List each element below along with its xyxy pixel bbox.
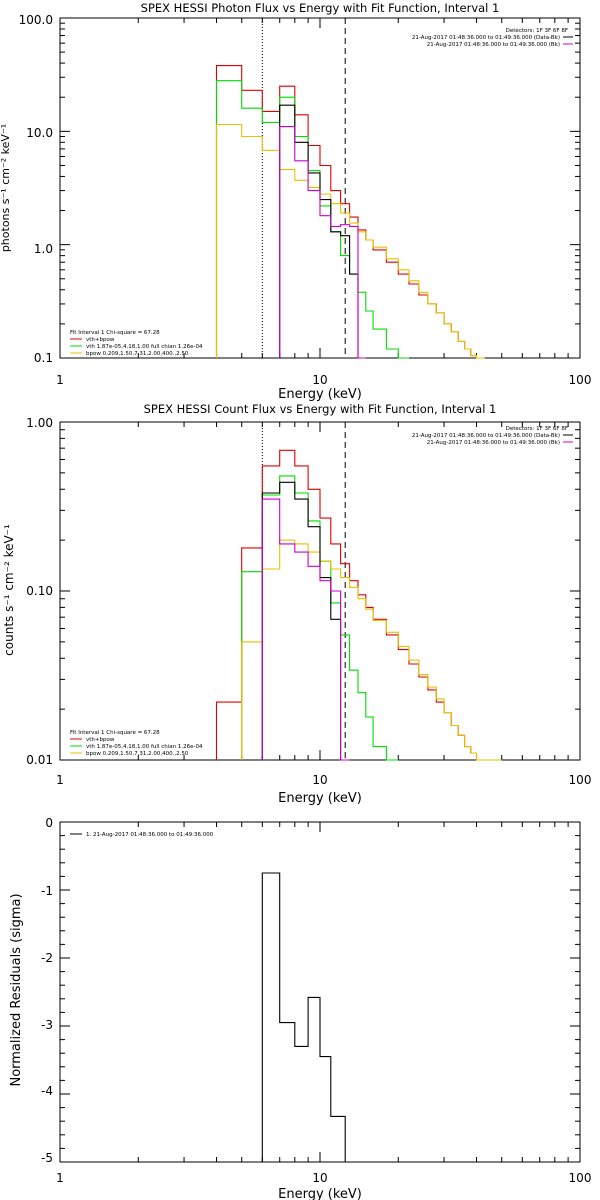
count-flux-ytick-label: 1.00 xyxy=(26,416,53,430)
count-flux-data-legend-text: 21-Aug-2017 01:48:36.000 to 01:49:36.000… xyxy=(412,433,560,439)
residuals-ytick-label: -5 xyxy=(41,1151,53,1165)
residuals-ytick-label: -1 xyxy=(41,884,53,898)
photon-flux-ytick-label: 10.0 xyxy=(26,126,53,140)
photon-flux-ytick-label: 1.0 xyxy=(34,242,53,256)
count-flux-bpow-series xyxy=(241,539,502,761)
residuals-panel: Normalized Residuals (sigma) Energy (keV… xyxy=(9,816,591,1200)
photon-flux-vth-legend-text: vth 1.87e-05,4.18,1.00 full chian 1.26e-… xyxy=(86,344,203,350)
photon-flux-title: SPEX HESSI Photon Flux vs Energy with Fi… xyxy=(141,1,500,15)
residuals-xtick-label: 1 xyxy=(56,1171,64,1185)
photon-flux-detectors-text: Detectors: 1F 3F 6F 8F xyxy=(506,28,568,34)
residuals-xtick-labels: 1 10 100 xyxy=(56,1171,591,1185)
photon-flux-xtick-label: 100 xyxy=(569,373,592,387)
residuals-axes-frame xyxy=(59,821,581,1163)
photon-flux-component-series xyxy=(279,126,366,359)
photon-flux-data-legend-text: 21-Aug-2017 01:48:36.000 to 01:49:36.000… xyxy=(412,35,560,41)
count-flux-component-series xyxy=(261,498,350,761)
photon-flux-ytick-label: 0.1 xyxy=(34,351,53,365)
count-flux-total-series xyxy=(215,449,485,761)
residuals-ytick-labels: -5 -4 -3 -2 -1 0 xyxy=(41,816,53,1165)
count-flux-xtick-label: 10 xyxy=(312,773,327,787)
residuals-residuals-series xyxy=(261,872,346,1162)
count-flux-ylabel: counts s⁻¹ cm⁻² keV⁻¹ xyxy=(2,524,16,656)
residuals-ytick-label: -2 xyxy=(41,951,53,965)
photon-flux-bk-legend-text: 21-Aug-2017 01:48:36.000 to 01:49:36.000… xyxy=(427,42,560,48)
photon-flux-ylabel: photons s⁻¹ cm⁻² keV⁻¹ xyxy=(0,124,12,252)
photon-flux-ytick-labels: 0.1 1.0 10.0 100.0 xyxy=(19,13,53,365)
photon-flux-ytick-label: 100.0 xyxy=(19,13,53,27)
count-flux-fit-interval-text: Fit Interval 1 Chi-square = 67.28 xyxy=(70,730,160,736)
residuals-ytick-label: 0 xyxy=(45,816,53,830)
count-flux-bpow-legend-text: bpow 0.209,1.50,7.31,2.00,400.,2.50 xyxy=(86,751,189,757)
count-flux-xtick-label: 1 xyxy=(56,773,64,787)
count-flux-legend-top-right: Detectors: 1F 3F 6F 8F 21-Aug-2017 01:48… xyxy=(412,426,573,446)
residuals-ytick-label: -3 xyxy=(41,1018,53,1032)
photon-flux-data-series xyxy=(279,104,366,359)
count-flux-xtick-label: 100 xyxy=(569,773,592,787)
residuals-xlabel: Energy (keV) xyxy=(278,1187,362,1200)
residuals-ylabel: Normalized Residuals (sigma) xyxy=(9,893,24,1086)
count-flux-axes-frame xyxy=(59,421,581,761)
count-flux-legend-bottom-left: Fit Interval 1 Chi-square = 67.28 vth+bp… xyxy=(70,730,203,757)
count-flux-bk-legend-text: 21-Aug-2017 01:48:36.000 to 01:49:36.000… xyxy=(427,440,560,446)
photon-flux-xtick-label: 1 xyxy=(56,373,64,387)
count-flux-detectors-text: Detectors: 1F 3F 6F 8F xyxy=(506,426,568,432)
photon-flux-total-legend-text: vth+bpow xyxy=(86,337,115,343)
photon-flux-fit-interval-text: Fit Interval 1 Chi-square = 67.28 xyxy=(70,330,160,336)
residuals-legend-text: 1. 21-Aug-2017 01:48:36.000 to 01:49:36.… xyxy=(86,832,214,838)
residuals-xtick-label: 10 xyxy=(312,1171,327,1185)
photon-flux-panel: SPEX HESSI Photon Flux vs Energy with Fi… xyxy=(0,1,591,402)
count-flux-data-series xyxy=(261,481,350,761)
photon-flux-vth-series xyxy=(215,80,409,359)
count-flux-ytick-label: 0.10 xyxy=(26,584,53,598)
count-flux-total-legend-text: vth+bpow xyxy=(86,737,115,743)
residuals-legend: 1. 21-Aug-2017 01:48:36.000 to 01:49:36.… xyxy=(70,832,214,838)
count-flux-panel: SPEX HESSI Count Flux vs Energy with Fit… xyxy=(2,402,591,806)
residuals-ytick-label: -4 xyxy=(41,1084,53,1098)
count-flux-vth-legend-text: vth 1.87e-05,4.18,1.00 full chian 1.26e-… xyxy=(86,744,203,750)
count-flux-xlabel: Energy (keV) xyxy=(278,791,362,806)
residuals-xtick-label: 100 xyxy=(569,1171,592,1185)
photon-flux-bpow-legend-text: bpow 0.209,1.50,7.31,2.00,400.,2.50 xyxy=(86,351,189,357)
photon-flux-legend-top-right: Detectors: 1F 3F 6F 8F 21-Aug-2017 01:48… xyxy=(412,28,573,48)
count-flux-title: SPEX HESSI Count Flux vs Energy with Fit… xyxy=(144,402,497,416)
photon-flux-xtick-label: 10 xyxy=(312,373,327,387)
photon-flux-xlabel: Energy (keV) xyxy=(278,387,362,402)
count-flux-ytick-labels: 0.01 0.10 1.00 xyxy=(26,416,53,767)
count-flux-xtick-labels: 1 10 100 xyxy=(56,773,591,787)
photon-flux-legend-bottom-left: Fit Interval 1 Chi-square = 67.28 vth+bp… xyxy=(70,330,203,357)
photon-flux-xtick-labels: 1 10 100 xyxy=(56,373,591,387)
count-flux-ytick-label: 0.01 xyxy=(26,753,53,767)
photon-flux-bpow-series xyxy=(215,123,485,359)
